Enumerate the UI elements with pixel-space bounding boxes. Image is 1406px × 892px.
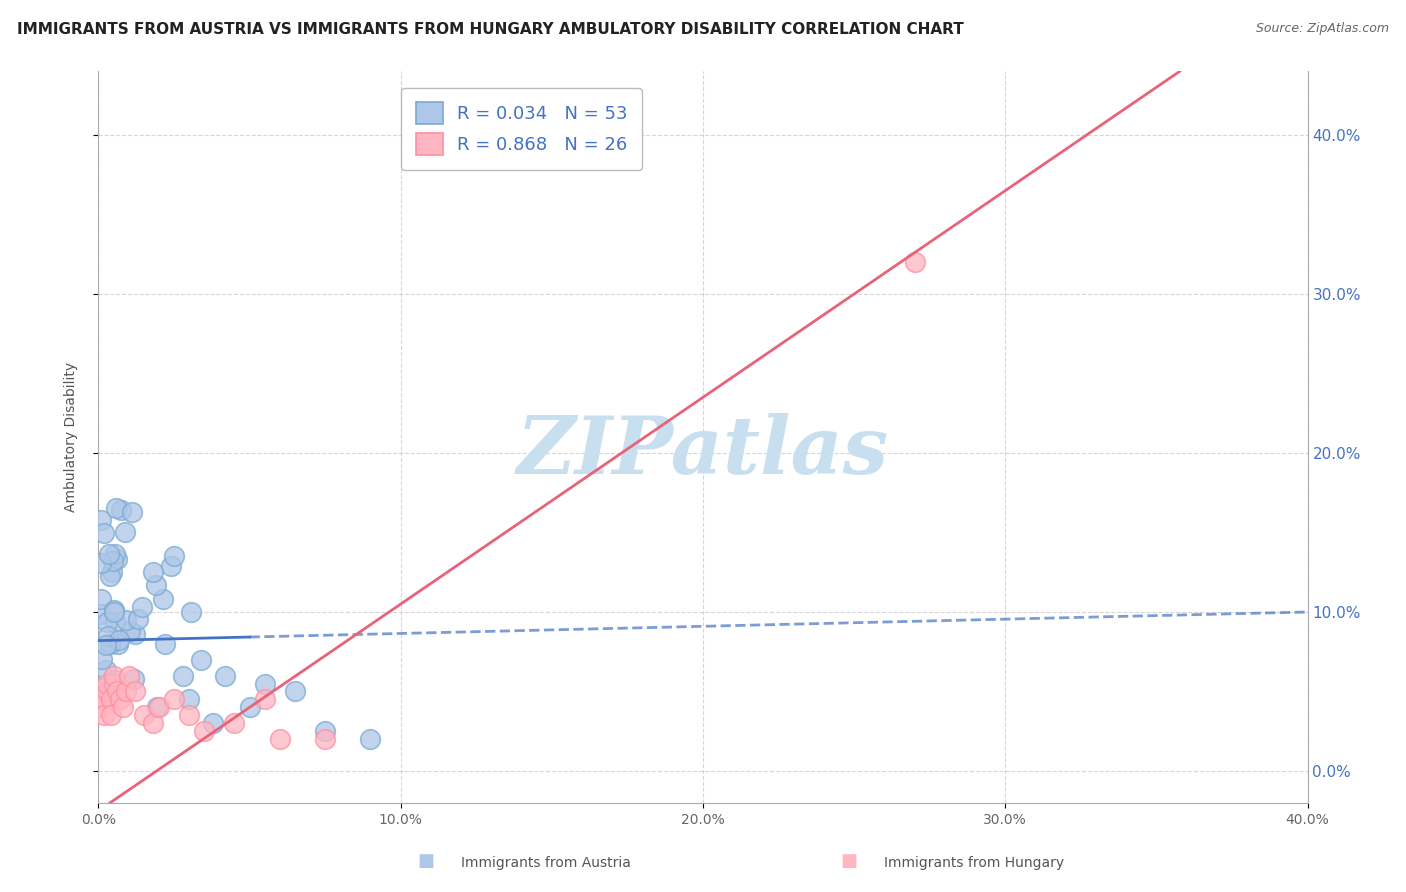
Point	[160, 559, 183, 574]
Text: Immigrants from Austria: Immigrants from Austria	[461, 855, 631, 870]
Point	[131, 599, 153, 614]
Point	[96, 638, 118, 652]
Point	[101, 554, 124, 568]
Point	[93, 708, 115, 723]
Point	[314, 732, 336, 747]
Point	[103, 668, 125, 682]
Point	[110, 503, 132, 517]
Point	[108, 692, 131, 706]
Point	[94, 663, 117, 677]
Point	[314, 724, 336, 739]
Point	[114, 524, 136, 539]
Point	[269, 732, 291, 747]
Legend: R = 0.034   N = 53, R = 0.868   N = 26: R = 0.034 N = 53, R = 0.868 N = 26	[401, 87, 643, 169]
Point	[163, 549, 186, 564]
Point	[93, 692, 115, 706]
Point	[179, 692, 201, 706]
Point	[239, 700, 262, 714]
Point	[96, 676, 118, 690]
Point	[104, 547, 127, 561]
Point	[101, 565, 124, 579]
Point	[214, 668, 236, 682]
Point	[153, 637, 176, 651]
Point	[94, 690, 117, 704]
Point	[98, 547, 121, 561]
Point	[190, 653, 212, 667]
Point	[93, 526, 115, 541]
Point	[111, 700, 134, 714]
Point	[145, 578, 167, 592]
Point	[253, 676, 276, 690]
Point	[142, 716, 165, 731]
Point	[904, 255, 927, 269]
Point	[105, 551, 128, 566]
Point	[132, 708, 155, 723]
Point	[152, 592, 174, 607]
Text: Source: ZipAtlas.com: Source: ZipAtlas.com	[1256, 22, 1389, 36]
Point	[90, 557, 112, 571]
Point	[193, 724, 215, 739]
Point	[90, 607, 112, 621]
Point	[103, 605, 125, 619]
Point	[148, 700, 170, 714]
Point	[121, 505, 143, 519]
Point	[115, 613, 138, 627]
Point	[105, 500, 128, 515]
Point	[107, 636, 129, 650]
Point	[122, 672, 145, 686]
Point	[145, 700, 167, 714]
Point	[284, 684, 307, 698]
Point	[90, 513, 112, 527]
Point	[90, 700, 112, 714]
Text: ■: ■	[418, 852, 434, 870]
Y-axis label: Ambulatory Disability: Ambulatory Disability	[63, 362, 77, 512]
Point	[179, 708, 201, 723]
Point	[96, 615, 118, 629]
Point	[202, 716, 225, 731]
Point	[253, 692, 276, 706]
Point	[163, 692, 186, 706]
Point	[105, 684, 128, 698]
Point	[360, 732, 382, 747]
Point	[96, 629, 118, 643]
Point	[224, 716, 246, 731]
Point	[90, 652, 112, 666]
Point	[98, 569, 121, 583]
Point	[103, 676, 125, 690]
Point	[124, 627, 146, 641]
Point	[104, 615, 127, 629]
Text: ■: ■	[841, 852, 858, 870]
Point	[118, 668, 141, 682]
Point	[180, 606, 202, 620]
Point	[118, 624, 141, 638]
Text: IMMIGRANTS FROM AUSTRIA VS IMMIGRANTS FROM HUNGARY AMBULATORY DISABILITY CORRELA: IMMIGRANTS FROM AUSTRIA VS IMMIGRANTS FR…	[17, 22, 963, 37]
Point	[93, 681, 115, 696]
Point	[172, 668, 194, 682]
Point	[103, 603, 125, 617]
Point	[114, 684, 136, 698]
Point	[108, 633, 131, 648]
Text: ZIPatlas: ZIPatlas	[517, 413, 889, 491]
Text: Immigrants from Hungary: Immigrants from Hungary	[884, 855, 1064, 870]
Point	[127, 612, 149, 626]
Point	[100, 692, 122, 706]
Point	[90, 592, 112, 607]
Point	[142, 566, 165, 580]
Point	[100, 708, 122, 723]
Point	[124, 684, 146, 698]
Point	[104, 673, 127, 688]
Point	[98, 636, 121, 650]
Point	[96, 684, 118, 698]
